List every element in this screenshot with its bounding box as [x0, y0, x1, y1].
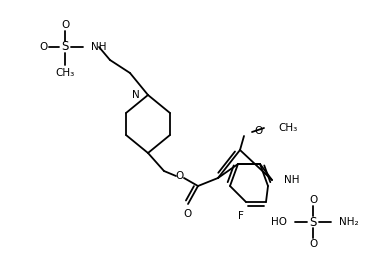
Text: NH₂: NH₂: [339, 217, 359, 227]
Text: O: O: [309, 195, 317, 205]
Text: O: O: [176, 171, 184, 181]
Text: S: S: [61, 40, 69, 53]
Text: NH: NH: [91, 42, 107, 52]
Text: S: S: [309, 215, 317, 228]
Text: O: O: [61, 20, 69, 30]
Text: NH: NH: [284, 175, 299, 185]
Text: CH₃: CH₃: [55, 68, 74, 78]
Text: O: O: [184, 209, 192, 219]
Text: N: N: [132, 90, 140, 100]
Text: O: O: [254, 126, 262, 136]
Text: F: F: [238, 211, 244, 221]
Text: O: O: [39, 42, 47, 52]
Text: CH₃: CH₃: [278, 123, 297, 133]
Text: HO: HO: [271, 217, 287, 227]
Text: O: O: [309, 239, 317, 249]
